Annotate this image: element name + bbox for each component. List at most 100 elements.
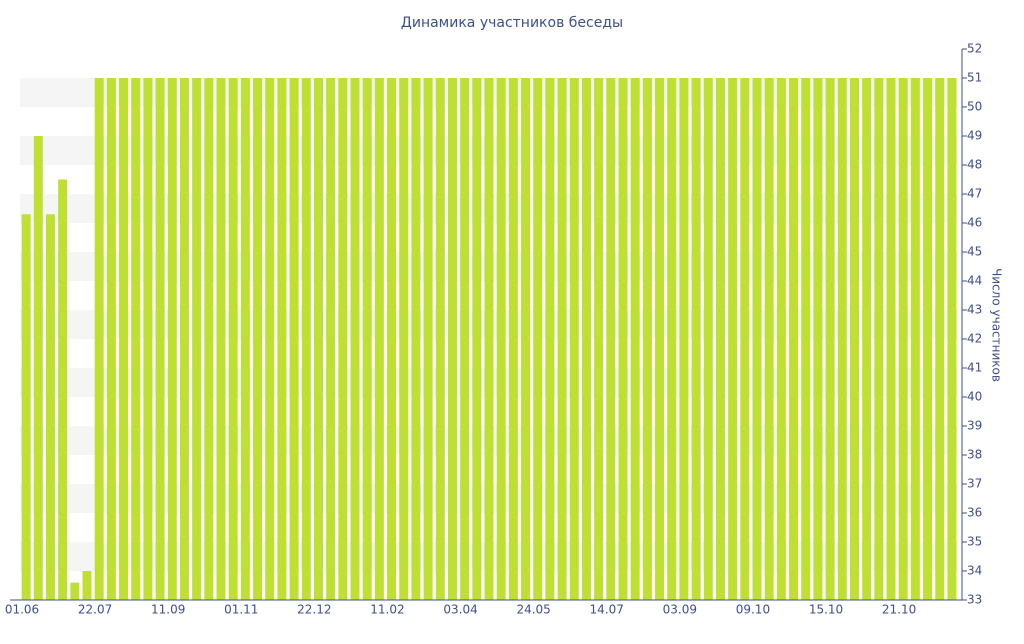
bar: [82, 571, 92, 600]
y-tick-label: 38: [967, 448, 982, 462]
bar: [350, 78, 360, 600]
bar: [387, 78, 397, 600]
bar: [21, 214, 31, 601]
y-tick-label: 48: [967, 158, 982, 172]
bar: [801, 78, 811, 600]
y-tick-label: 49: [967, 129, 982, 143]
bar: [789, 78, 799, 600]
bar: [204, 78, 214, 600]
x-tick-label: 14.07: [590, 603, 624, 617]
y-tick-label: 40: [967, 390, 982, 404]
y-tick-label: 50: [967, 100, 982, 114]
bar: [837, 78, 847, 600]
bar: [947, 78, 957, 600]
bar: [618, 78, 628, 600]
bar: [569, 78, 579, 600]
bar: [289, 78, 299, 600]
y-tick-label: 35: [967, 535, 982, 549]
bar: [435, 78, 445, 600]
bar: [326, 78, 336, 600]
bar: [484, 78, 494, 600]
bar: [764, 78, 774, 600]
bar: [155, 78, 165, 600]
bar: [399, 78, 409, 600]
y-tick-label: 37: [967, 477, 982, 491]
y-tick-label: 46: [967, 216, 982, 230]
y-tick-label: 51: [967, 71, 982, 85]
bar: [70, 582, 80, 600]
bar: [411, 78, 421, 600]
y-tick-label: 36: [967, 506, 982, 520]
bar: [752, 78, 762, 600]
bar: [655, 78, 665, 600]
bar: [776, 78, 786, 600]
bar: [167, 78, 177, 600]
bar: [216, 78, 226, 600]
x-tick-label: 21.10: [882, 603, 916, 617]
y-tick-label: 45: [967, 245, 982, 259]
y-tick-label: 34: [967, 564, 982, 578]
y-tick-label: 47: [967, 187, 982, 201]
bar: [460, 78, 470, 600]
bar: [923, 78, 933, 600]
bar: [679, 78, 689, 600]
bar: [94, 78, 104, 600]
bar: [143, 78, 153, 600]
bar: [606, 78, 616, 600]
y-tick-label: 39: [967, 419, 982, 433]
bar: [667, 78, 677, 600]
bar: [874, 78, 884, 600]
y-tick-label: 42: [967, 332, 982, 346]
bar: [521, 78, 531, 600]
y-axis-title: Число участников: [990, 268, 1004, 382]
y-tick-label: 44: [967, 274, 982, 288]
bar: [849, 78, 859, 600]
bar: [703, 78, 713, 600]
bar: [715, 78, 725, 600]
bar: [301, 78, 311, 600]
bar: [898, 78, 908, 600]
bar: [825, 78, 835, 600]
bar: [910, 78, 920, 600]
y-tick-label: 41: [967, 361, 982, 375]
bar: [265, 78, 275, 600]
bar: [106, 78, 116, 600]
bar: [886, 78, 896, 600]
y-tick-label: 43: [967, 303, 982, 317]
chart-title: Динамика участников беседы: [401, 15, 623, 31]
bar: [423, 78, 433, 600]
bar: [179, 78, 189, 600]
bar: [313, 78, 323, 600]
bar: [45, 214, 55, 601]
x-tick-label: 01.06: [5, 603, 39, 617]
x-tick-label: 22.12: [297, 603, 331, 617]
x-tick-label: 03.09: [663, 603, 697, 617]
bar: [472, 78, 482, 600]
bar: [728, 78, 738, 600]
x-tick-label: 11.02: [370, 603, 404, 617]
bar: [862, 78, 872, 600]
bar: [228, 78, 238, 600]
bar: [813, 78, 823, 600]
x-tick-label: 01.11: [224, 603, 258, 617]
bar: [691, 78, 701, 600]
bar: [642, 78, 652, 600]
x-tick-label: 09.10: [736, 603, 770, 617]
bar: [594, 78, 604, 600]
bar: [581, 78, 591, 600]
bar: [496, 78, 506, 600]
bar: [253, 78, 263, 600]
bar: [277, 78, 287, 600]
bar: [33, 136, 43, 600]
bar: [447, 78, 457, 600]
bar: [240, 78, 250, 600]
bar: [362, 78, 372, 600]
bar: [545, 78, 555, 600]
bar: [508, 78, 518, 600]
bar: [192, 78, 202, 600]
bar: [533, 78, 543, 600]
bar: [131, 78, 141, 600]
bar: [58, 179, 68, 600]
bar: [374, 78, 384, 600]
